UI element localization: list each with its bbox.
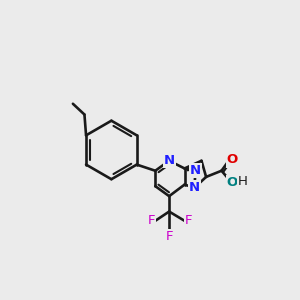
Text: O: O — [227, 176, 238, 189]
Text: F: F — [165, 230, 173, 243]
Text: O: O — [227, 154, 238, 166]
Text: H: H — [238, 175, 248, 188]
Text: F: F — [148, 214, 155, 227]
Text: N: N — [164, 154, 175, 167]
Text: N: N — [189, 181, 200, 194]
Text: F: F — [185, 214, 192, 227]
Text: N: N — [190, 164, 201, 177]
